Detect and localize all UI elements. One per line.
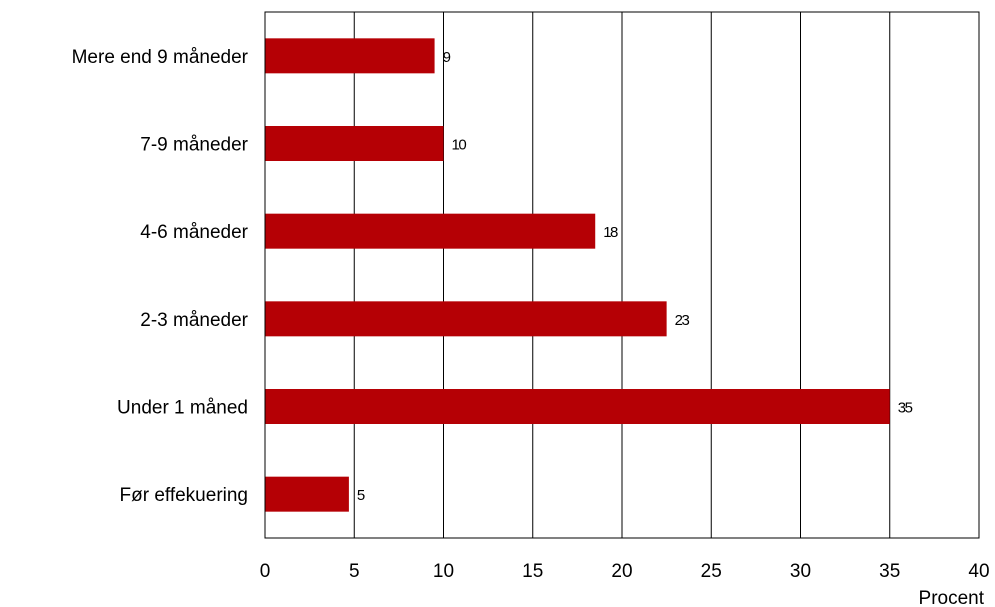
plot-frame [264, 11, 980, 539]
x-tick-label: 20 [611, 561, 632, 582]
bar [265, 38, 435, 74]
x-tick-label: 15 [522, 561, 543, 582]
category-label: Mere end 9 måneder [72, 47, 249, 68]
category-label: 7-9 måneder [140, 135, 248, 156]
data-label: 18 [603, 224, 618, 241]
category-label: Før effekuering [120, 485, 248, 506]
bar [265, 476, 349, 512]
x-tick-label: 25 [701, 561, 722, 582]
bar [265, 213, 596, 249]
data-label: 9 [443, 49, 451, 66]
data-label: 10 [452, 137, 467, 154]
category-label: 4-6 måneder [140, 222, 248, 243]
bar [265, 301, 667, 337]
bars [265, 38, 890, 512]
x-tick-label: 5 [349, 561, 360, 582]
x-tick-label: 35 [879, 561, 900, 582]
x-tick-label: 30 [790, 561, 811, 582]
x-tick-label: 10 [433, 561, 454, 582]
x-tick-label: 0 [260, 561, 271, 582]
category-label: Under 1 måned [117, 398, 248, 419]
data-labels: 9 10 18 23 35 5 [357, 49, 914, 504]
category-labels: Mere end 9 måneder 7-9 måneder 4-6 måneder… [72, 47, 249, 506]
category-label: 2-3 måneder [140, 310, 248, 331]
data-label: 23 [675, 312, 690, 329]
bar [265, 126, 444, 161]
x-tick-label: 40 [968, 561, 989, 582]
plot-border [264, 11, 980, 539]
bar [265, 389, 890, 424]
x-axis-title: Procent [919, 588, 985, 607]
data-label: 35 [898, 400, 913, 417]
gridlines [353, 12, 891, 538]
data-label: 5 [357, 487, 365, 504]
x-tick-labels: 0 5 10 15 20 25 30 35 40 [260, 561, 990, 582]
